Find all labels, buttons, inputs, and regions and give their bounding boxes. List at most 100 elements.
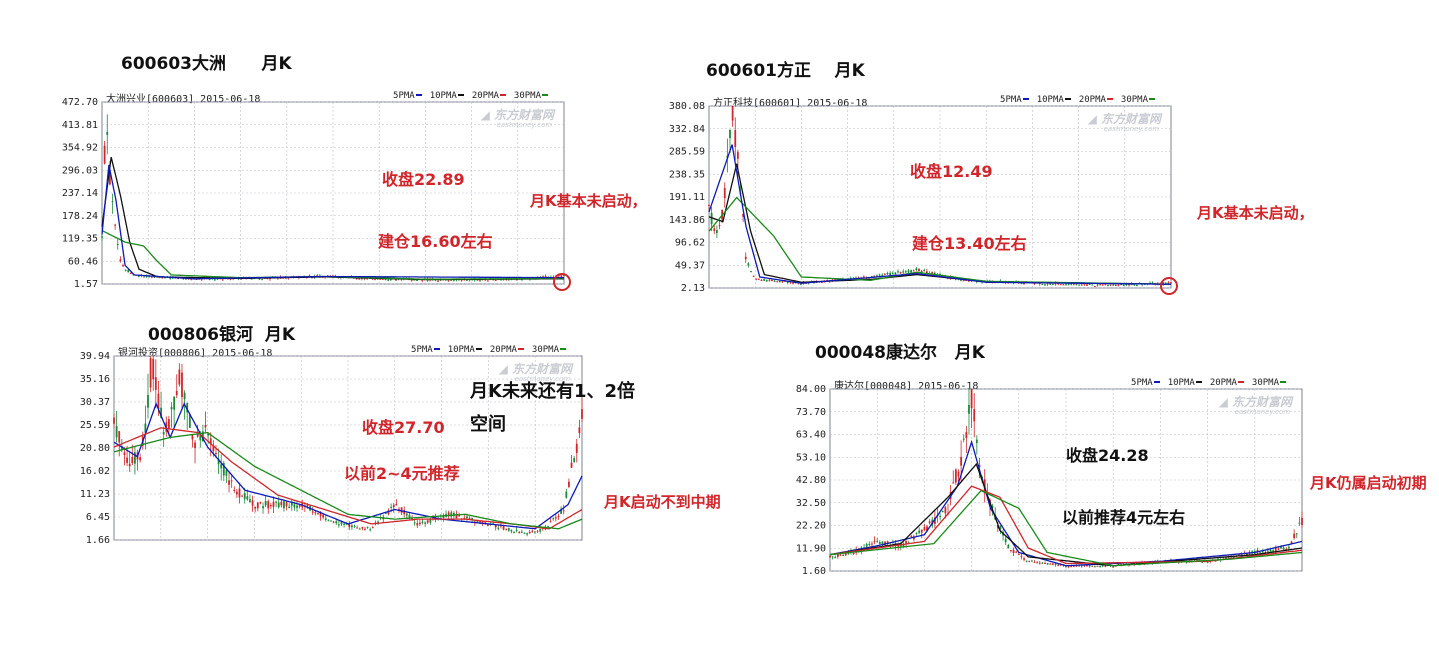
candle-body bbox=[175, 391, 178, 396]
chart3-period: 月K bbox=[264, 325, 296, 345]
candle-body bbox=[106, 131, 109, 135]
chart4-close-note: 收盘24.28 bbox=[1066, 446, 1149, 465]
candle-body bbox=[204, 424, 207, 428]
legend-swatch bbox=[1149, 97, 1155, 100]
candle-body bbox=[275, 501, 278, 503]
candle-body bbox=[1101, 284, 1104, 286]
chart4-status-note: 月K仍属启动初期 bbox=[1310, 474, 1427, 492]
candle-body bbox=[235, 491, 238, 495]
candle-body bbox=[128, 463, 131, 467]
candle-body bbox=[876, 540, 879, 542]
candle-body bbox=[918, 530, 921, 533]
chart1-title: 600603大洲 月K bbox=[121, 49, 292, 74]
candle-body bbox=[471, 517, 474, 520]
candle-body bbox=[1117, 285, 1120, 287]
candle-body bbox=[395, 504, 398, 506]
y-tick-label: 238.35 bbox=[669, 169, 705, 180]
candle-body bbox=[1023, 282, 1025, 284]
candle-body bbox=[207, 433, 210, 436]
candle-body bbox=[1046, 563, 1049, 565]
y-tick-label: 42.80 bbox=[796, 475, 826, 486]
candle-body bbox=[1096, 284, 1099, 286]
candle-body bbox=[557, 515, 560, 517]
candle-body bbox=[143, 276, 145, 278]
chart-header: 银河投资[000806] 2015-06-18 bbox=[118, 348, 273, 359]
y-tick-label: 1.66 bbox=[86, 535, 110, 546]
chart-legend: 5PMA 10PMA 20PMA 30PMA bbox=[393, 91, 556, 101]
candle-body bbox=[101, 236, 103, 238]
candle-body bbox=[418, 522, 421, 525]
chart2-close-note: 收盘12.49 bbox=[910, 162, 993, 181]
candle-body bbox=[212, 445, 215, 452]
legend-swatch bbox=[1064, 97, 1071, 100]
candle-body bbox=[563, 274, 565, 276]
ma30-line bbox=[829, 489, 1303, 567]
y-tick-label: 472.70 bbox=[62, 97, 98, 108]
chart-header: 康达尔[000048] 2015-06-18 bbox=[834, 381, 979, 392]
candle-body bbox=[177, 278, 180, 280]
candle-body bbox=[364, 528, 366, 530]
candle-body bbox=[447, 512, 450, 517]
candle-body bbox=[269, 505, 272, 507]
candle-body bbox=[847, 552, 850, 554]
candle-body bbox=[199, 432, 202, 441]
candle-body bbox=[968, 404, 970, 414]
candle-body bbox=[479, 279, 481, 281]
candle-body bbox=[426, 520, 429, 523]
candle-body bbox=[429, 518, 432, 523]
candle-body bbox=[327, 520, 330, 522]
chart3-close-note: 收盘27.70 bbox=[362, 418, 445, 437]
y-tick-label: 1.60 bbox=[802, 566, 826, 577]
candle-body bbox=[1044, 284, 1046, 286]
legend-swatch bbox=[1022, 97, 1029, 100]
candle-body bbox=[1164, 282, 1167, 284]
y-tick-label: 1.57 bbox=[74, 279, 98, 290]
candle-body bbox=[114, 224, 117, 226]
candle-body bbox=[836, 553, 839, 557]
y-tick-label: 73.70 bbox=[796, 407, 826, 418]
candle-body bbox=[1120, 283, 1123, 285]
candle-body bbox=[494, 279, 497, 281]
legend-label: 5PMA bbox=[1000, 95, 1022, 105]
candle-body bbox=[398, 508, 400, 510]
candle-body bbox=[1290, 541, 1293, 544]
candle-body bbox=[188, 413, 191, 428]
candle-body bbox=[957, 471, 960, 477]
legend-label: 5PMA bbox=[411, 345, 433, 355]
candle-body bbox=[484, 521, 487, 523]
candle-body bbox=[1206, 561, 1209, 563]
candle-body bbox=[256, 502, 259, 509]
candle-body bbox=[878, 542, 881, 544]
candle-body bbox=[262, 506, 264, 509]
candle-body bbox=[343, 523, 345, 525]
candle-body bbox=[1201, 562, 1204, 564]
candle-body bbox=[1246, 553, 1248, 555]
y-tick-label: 6.45 bbox=[86, 512, 110, 523]
candle-body bbox=[261, 279, 264, 281]
candle-body bbox=[526, 533, 528, 535]
candle-body bbox=[823, 281, 826, 283]
candle-body bbox=[1282, 547, 1285, 550]
candle-body bbox=[147, 394, 149, 408]
candle-body bbox=[293, 504, 296, 508]
candle-body bbox=[760, 279, 763, 281]
candle-body bbox=[865, 544, 868, 547]
candle-body bbox=[1274, 548, 1277, 552]
candle-body bbox=[750, 271, 752, 273]
candle-body bbox=[1033, 561, 1036, 563]
candle-body bbox=[103, 145, 106, 164]
candle-body bbox=[296, 505, 298, 508]
candle-body bbox=[507, 527, 510, 531]
candle-body bbox=[413, 522, 416, 524]
legend-label: 20PMA bbox=[1209, 378, 1237, 388]
candle-body bbox=[907, 270, 910, 273]
chart1-code-name: 600603大洲 bbox=[121, 54, 226, 74]
chart3-prev-note: 以前2~4元推荐 bbox=[344, 464, 460, 483]
candle-body bbox=[152, 358, 155, 380]
y-tick-label: 53.10 bbox=[796, 452, 826, 463]
candle-body bbox=[1038, 562, 1041, 564]
candle-body bbox=[285, 502, 288, 507]
candle-body bbox=[241, 495, 244, 497]
candle-body bbox=[465, 279, 468, 281]
y-tick-label: 96.62 bbox=[675, 238, 705, 249]
